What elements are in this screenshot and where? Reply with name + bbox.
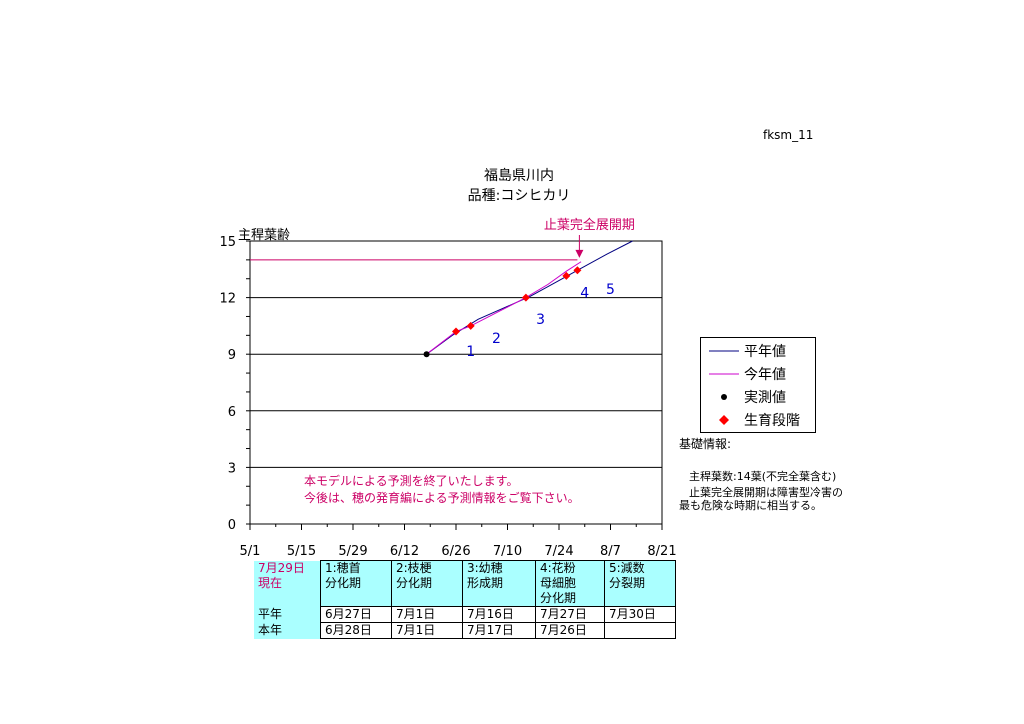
stage-header: 5:減数 分裂期 [604, 560, 676, 607]
x-tick-label: 5/15 [287, 544, 316, 559]
data-point-stage [562, 271, 571, 280]
y-tick-label: 6 [228, 405, 236, 420]
row-label: 平年 [254, 606, 321, 623]
legend-item-measured: 実測値 [701, 386, 815, 408]
stage-header: 1:穂首 分化期 [320, 560, 392, 607]
legend-line-current [709, 373, 739, 375]
x-tick-label: 6/12 [390, 544, 419, 559]
legend-label: 実測値 [744, 390, 786, 406]
data-point-measured [423, 351, 430, 358]
stage-table-header: 7月29日 現在 1:穂首 分化期 2:枝梗 分化期 3:幼穂 形成期 4:花粉… [254, 560, 676, 607]
legend-label: 今年値 [744, 367, 786, 383]
stage-number-label: 5 [606, 282, 615, 298]
reference-line-label: 止葉完全展開期 [544, 217, 635, 233]
y-tick-label: 12 [219, 292, 236, 307]
y-axis-label: 主稈葉齢 [238, 228, 290, 243]
x-tick-label: 5/29 [338, 544, 367, 559]
data-point-stage [521, 293, 530, 302]
legend-item-normal: 平年値 [701, 340, 815, 362]
info-heading: 基礎情報: [679, 437, 732, 451]
stage-table: 7月29日 現在 1:穂首 分化期 2:枝梗 分化期 3:幼穂 形成期 4:花粉… [254, 560, 676, 639]
chart-subtitle: 品種:コシヒカリ [467, 188, 571, 204]
stage-number-label: 4 [580, 286, 589, 302]
legend-item-current: 今年値 [701, 363, 815, 385]
y-tick-label: 0 [228, 518, 236, 533]
table-cell: 6月28日 [320, 622, 392, 639]
data-point-stage [466, 321, 475, 330]
y-tick-label: 15 [219, 235, 236, 250]
row-label: 本年 [254, 622, 321, 639]
stage-header: 4:花粉 母細胞 分化期 [535, 560, 605, 607]
table-row: 本年 6月28日 7月1日 7月17日 7月26日 [254, 622, 676, 639]
stage-number-label: 1 [466, 344, 475, 360]
info-leaf-count: 主稈葉数:14葉(不完全葉含む) [689, 470, 837, 483]
data-point-stage [452, 327, 460, 336]
x-tick-label: 7/10 [493, 544, 522, 559]
table-cell: 7月26日 [535, 622, 605, 639]
y-tick-label: 9 [228, 348, 236, 363]
table-cell: 7月27日 [535, 606, 605, 623]
x-tick-label: 6/26 [441, 544, 470, 559]
data-point-stage [573, 266, 582, 275]
table-row: 平年 6月27日 7月1日 7月16日 7月27日 7月30日 [254, 606, 676, 623]
chart-title: 福島県川内 [484, 168, 554, 184]
info-note-1: 止葉完全展開期は障害型冷害の [689, 486, 843, 499]
y-tick-label: 3 [228, 461, 236, 476]
stage-header: 2:枝梗 分化期 [391, 560, 463, 607]
chart-annotation: 今後は、穂の発育編による予測情報をご覧下さい。 [304, 490, 580, 505]
legend-label: 生育段階 [744, 413, 800, 429]
x-tick-label: 8/7 [600, 544, 621, 559]
table-cell: 7月16日 [462, 606, 536, 623]
page-code: fksm_11 [763, 128, 814, 142]
legend-item-stage: 生育段階 [701, 409, 815, 431]
x-tick-label: 7/24 [544, 544, 573, 559]
legend-line-normal [709, 350, 739, 352]
legend-diamond-stage [719, 415, 729, 425]
chart-annotation: 本モデルによる予測を終了いたします。 [304, 473, 518, 488]
stage-header: 3:幼穂 形成期 [462, 560, 536, 607]
legend-dot-measured [721, 394, 727, 400]
table-cell: 7月30日 [604, 606, 676, 623]
reference-arrow-head [575, 249, 584, 258]
table-cell [604, 622, 676, 639]
chart-legend: 平年値 今年値 実測値 生育段階 [700, 337, 816, 433]
x-tick-label: 5/1 [240, 544, 261, 559]
x-tick-label: 8/21 [647, 544, 676, 559]
table-cell: 7月1日 [391, 606, 463, 623]
legend-label: 平年値 [744, 344, 786, 360]
table-cell: 7月1日 [391, 622, 463, 639]
stage-number-label: 3 [536, 312, 545, 328]
table-cell: 7月17日 [462, 622, 536, 639]
current-date-label: 7月29日 現在 [254, 560, 321, 607]
table-cell: 6月27日 [320, 606, 392, 623]
stage-number-label: 2 [492, 331, 501, 347]
info-note-2: 最も危険な時期に相当する。 [679, 499, 822, 512]
